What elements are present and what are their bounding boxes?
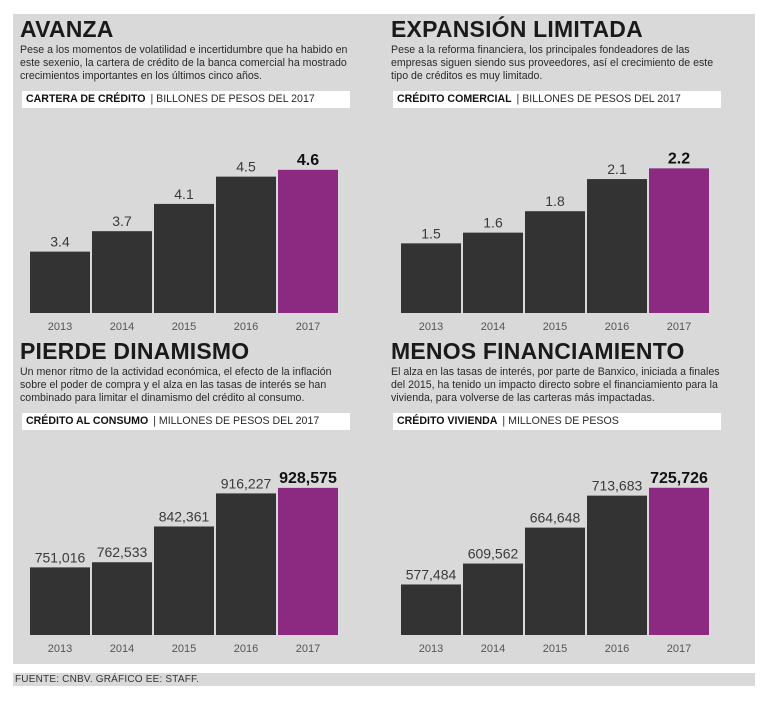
value-label-2017: 928,575 [279, 470, 337, 487]
bar-2013 [401, 243, 461, 313]
bar-2016 [216, 493, 276, 635]
bar-2015 [525, 527, 585, 635]
year-label-2014: 2014 [481, 321, 505, 333]
value-label-2015: 1.8 [545, 193, 565, 209]
bar-chart: 751,016 2013 762,533 2014 842,361 2015 916,227… [20, 430, 340, 658]
subtitle-label: CRÉDITO AL CONSUMO [26, 415, 149, 427]
subtitle-label: CARTERA DE CRÉDITO [26, 93, 146, 105]
chart-svg: 751,016 2013 762,533 2014 842,361 2015 916,227… [30, 470, 338, 655]
year-label-2013: 2013 [48, 321, 72, 333]
value-label-2014: 1.6 [483, 215, 503, 231]
value-label-2017: 2.2 [668, 150, 690, 167]
source-note: FUENTE: CNBV. GRÁFICO EE: STAFF. [13, 673, 755, 686]
subtitle-label: CRÉDITO COMERCIAL [397, 93, 512, 105]
year-label-2014: 2014 [481, 643, 505, 655]
chart-svg: 1.5 2013 1.6 2014 1.8 2015 2.1 2016 2.2 2017 [401, 150, 709, 333]
year-label-2017: 2017 [667, 643, 691, 655]
bar-2016 [216, 176, 276, 313]
value-label-2017: 4.6 [297, 152, 319, 169]
bar-2016 [587, 179, 647, 313]
value-label-2017: 725,726 [650, 470, 708, 487]
year-label-2016: 2016 [605, 321, 629, 333]
year-label-2013: 2013 [419, 321, 443, 333]
bar-2017 [649, 487, 709, 635]
value-label-2014: 3.7 [112, 213, 132, 229]
year-label-2017: 2017 [296, 321, 320, 333]
year-label-2014: 2014 [110, 321, 134, 333]
bar-2014 [463, 563, 523, 635]
year-label-2015: 2015 [172, 321, 196, 333]
value-label-2013: 1.5 [421, 225, 441, 241]
chart-svg: 577,484 2013 609,562 2014 664,648 2015 713,683… [401, 470, 709, 655]
bar-chart: 577,484 2013 609,562 2014 664,648 2015 713,683… [391, 430, 711, 658]
panel-title: MENOS FINANCIAMIENTO [391, 338, 685, 364]
bar-2015 [525, 211, 585, 313]
panel-expansion-limitada: EXPANSIÓN LIMITADA Pese a la reforma fin… [391, 16, 736, 333]
value-label-2014: 609,562 [468, 546, 519, 562]
value-label-2016: 2.1 [607, 161, 627, 177]
panel-description: El alza en las tasas de interés, por par… [391, 366, 720, 405]
panel-title: PIERDE DINAMISMO [20, 338, 250, 364]
value-label-2015: 664,648 [530, 510, 581, 526]
bar-2015 [154, 203, 214, 313]
bar-2015 [154, 526, 214, 635]
panel-title: EXPANSIÓN LIMITADA [391, 16, 643, 42]
subtitle-units: | BILLONES DE PESOS DEL 2017 [516, 93, 681, 105]
value-label-2013: 3.4 [50, 234, 70, 250]
bar-2013 [30, 251, 90, 313]
panel-subtitle-bar: CARTERA DE CRÉDITO | BILLONES DE PESOS D… [22, 91, 350, 108]
year-label-2013: 2013 [48, 643, 72, 655]
year-label-2016: 2016 [234, 321, 258, 333]
value-label-2014: 762,533 [97, 544, 148, 560]
value-label-2015: 4.1 [174, 186, 194, 202]
bar-2014 [463, 232, 523, 313]
panel-description: Pese a la reforma financiera, los princi… [391, 44, 714, 83]
value-label-2016: 916,227 [221, 475, 272, 491]
value-label-2016: 4.5 [236, 159, 256, 175]
panel-pierde-dinamismo: PIERDE DINAMISMO Un menor ritmo de la ac… [20, 338, 365, 655]
value-label-2015: 842,361 [159, 508, 210, 524]
panel-title: AVANZA [20, 16, 114, 42]
bar-2017 [649, 168, 709, 313]
bar-2014 [92, 562, 152, 635]
bar-2017 [278, 487, 338, 635]
subtitle-units: | BILLONES DE PESOS DEL 2017 [150, 93, 315, 105]
subtitle-units: | MILLONES DE PESOS DEL 2017 [153, 415, 320, 427]
value-label-2016: 713,683 [592, 478, 643, 494]
bar-2013 [401, 584, 461, 635]
panel-avanza: AVANZA Pese a los momentos de volatilida… [20, 16, 365, 333]
panel-description: Pese a los momentos de volatilidad e inc… [20, 44, 348, 83]
year-label-2015: 2015 [172, 643, 196, 655]
panel-subtitle-bar: CRÉDITO AL CONSUMO | MILLONES DE PESOS D… [22, 413, 350, 430]
subtitle-units: | MILLONES DE PESOS [502, 415, 619, 427]
year-label-2016: 2016 [234, 643, 258, 655]
panel-menos-financiamiento: MENOS FINANCIAMIENTO El alza en las tasa… [391, 338, 736, 655]
chart-svg: 3.4 2013 3.7 2014 4.1 2015 4.5 2016 4.6 2017 [30, 152, 338, 333]
bar-chart: 3.4 2013 3.7 2014 4.1 2015 4.5 2016 4.6 2017 [20, 108, 340, 336]
year-label-2016: 2016 [605, 643, 629, 655]
panel-subtitle-bar: CRÉDITO COMERCIAL | BILLONES DE PESOS DE… [393, 91, 721, 108]
year-label-2017: 2017 [667, 321, 691, 333]
bar-2014 [92, 231, 152, 313]
bar-chart: 1.5 2013 1.6 2014 1.8 2015 2.1 2016 2.2 2017 [391, 108, 711, 336]
year-label-2015: 2015 [543, 643, 567, 655]
panel-description: Un menor ritmo de la actividad económica… [20, 366, 332, 405]
bar-2016 [587, 495, 647, 635]
year-label-2017: 2017 [296, 643, 320, 655]
subtitle-label: CRÉDITO VIVIENDA [397, 415, 498, 427]
year-label-2014: 2014 [110, 643, 134, 655]
bar-2013 [30, 567, 90, 635]
bar-2017 [278, 169, 338, 313]
value-label-2013: 751,016 [35, 549, 86, 565]
panel-subtitle-bar: CRÉDITO VIVIENDA | MILLONES DE PESOS [393, 413, 721, 430]
value-label-2013: 577,484 [406, 566, 457, 582]
year-label-2013: 2013 [419, 643, 443, 655]
year-label-2015: 2015 [543, 321, 567, 333]
